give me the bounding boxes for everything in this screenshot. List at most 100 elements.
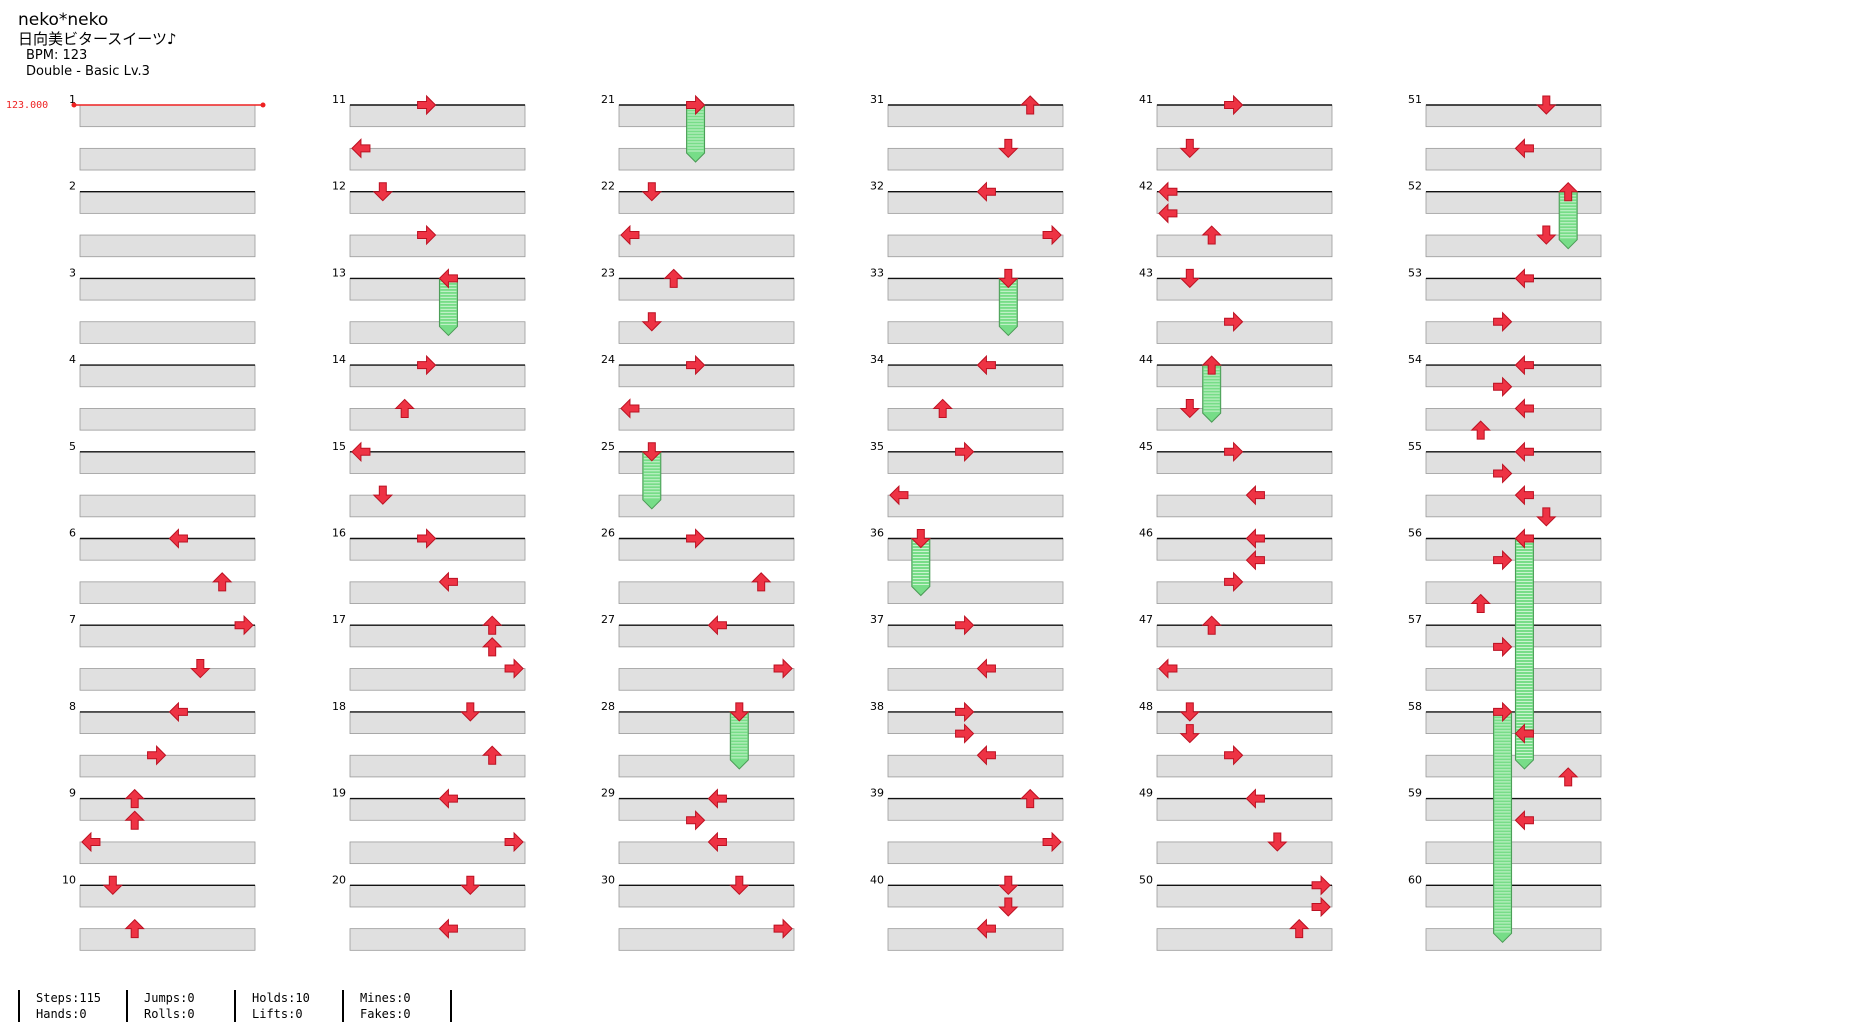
arrow-down-icon (1179, 724, 1201, 744)
arrow-left-icon (976, 181, 996, 202)
beat-band (1425, 884, 1602, 908)
beat-band (79, 928, 256, 951)
arrow-left-icon (168, 701, 188, 723)
beat-band (1425, 711, 1602, 734)
beat-band (1156, 841, 1333, 865)
arrow-right-icon (1493, 463, 1513, 484)
beat-band (618, 234, 795, 258)
beat-band (79, 581, 256, 604)
measure-number: 10 (62, 873, 76, 886)
arrow-up-icon (124, 810, 145, 830)
beat-band (1425, 364, 1602, 388)
arrow-right-icon (1224, 441, 1244, 463)
beat-band (618, 668, 795, 691)
beat-band (618, 408, 795, 431)
arrow-down-icon (998, 897, 1019, 917)
beat-band (618, 624, 795, 648)
arrow-left-icon (707, 831, 727, 853)
arrow-right-icon (955, 723, 975, 744)
measure-number: 58 (1408, 700, 1422, 713)
arrow-left-icon (1514, 810, 1534, 831)
difficulty-label: Double - Basic Lv.3 (26, 63, 150, 79)
beat-band (79, 668, 256, 691)
arrow-down-icon (998, 268, 1019, 289)
measure-number: 31 (870, 93, 884, 106)
measure-number: 54 (1408, 353, 1422, 366)
beat-band (618, 364, 795, 388)
arrow-left-icon (1245, 484, 1265, 506)
arrow-up-icon (394, 398, 415, 418)
beat-band (1156, 884, 1333, 908)
arrow-left-icon (1514, 528, 1534, 549)
beat-band (618, 928, 795, 951)
beat-band (1425, 841, 1602, 865)
stat-jumps: Jumps:0 (144, 991, 195, 1005)
arrow-left-icon (1158, 181, 1178, 202)
arrow-up-icon (1201, 615, 1222, 635)
arrow-down-icon (641, 182, 663, 202)
arrow-down-icon (102, 875, 124, 896)
beat-band (1156, 798, 1333, 821)
measure-number: 7 (69, 613, 76, 626)
arrow-down-icon (1536, 507, 1557, 527)
beat-band (79, 147, 256, 171)
beat-band (1156, 277, 1333, 301)
measure-number: 59 (1408, 787, 1422, 800)
beat-band (1425, 451, 1602, 474)
arrow-up-icon (663, 268, 684, 288)
arrow-left-icon (438, 268, 458, 289)
beat-band (1156, 321, 1333, 344)
arrow-right-icon (504, 658, 524, 679)
beat-band (349, 754, 526, 778)
measure-number: 52 (1408, 180, 1422, 193)
bpm-label: BPM: 123 (26, 48, 88, 64)
beat-band (349, 494, 526, 518)
bpm-line-end (260, 102, 266, 108)
arrow-down-icon (1536, 95, 1557, 115)
beat-band (1425, 581, 1602, 604)
beat-band (1156, 451, 1333, 474)
arrow-down-icon (372, 182, 394, 202)
bpm-change-marker: 123.000 (6, 100, 266, 111)
arrow-up-icon (1019, 788, 1041, 809)
arrow-right-icon (504, 831, 524, 853)
measure-number: 11 (332, 93, 346, 106)
beat-band (1156, 408, 1333, 431)
stat-steps: Steps:115 (36, 991, 102, 1005)
arrow-up-icon (932, 398, 953, 418)
beat-band (618, 841, 795, 865)
measure-number: 20 (332, 873, 346, 886)
arrow-up-icon (211, 572, 233, 592)
beat-band (79, 364, 256, 388)
measure-number: 38 (870, 700, 884, 713)
bpm-line-start (71, 102, 77, 108)
beat-band (618, 581, 795, 604)
beat-band (349, 408, 526, 431)
arrow-right-icon (1493, 376, 1513, 397)
arrow-down-icon (190, 659, 211, 679)
arrow-right-icon (686, 810, 706, 831)
arrow-right-icon (417, 528, 437, 549)
arrow-down-icon (1179, 268, 1201, 289)
beat-band (618, 798, 795, 821)
beat-band (79, 234, 256, 258)
beat-band (1425, 668, 1602, 691)
beat-band (618, 494, 795, 518)
measure-number: 15 (332, 440, 346, 453)
arrow-up-icon (481, 745, 503, 765)
measure-number: 56 (1408, 527, 1422, 540)
arrow-right-icon (686, 354, 706, 376)
measure-number: 24 (601, 353, 615, 366)
measure-number: 47 (1139, 613, 1153, 626)
beat-band (1425, 408, 1602, 431)
measure-number: 3 (69, 266, 76, 279)
beat-band (79, 494, 256, 518)
beat-band (1425, 277, 1602, 301)
measure-number: 8 (69, 700, 76, 713)
beat-band (887, 277, 1064, 301)
arrow-up-icon (124, 918, 145, 939)
measure-number: 13 (332, 266, 346, 279)
measure-number: 2 (69, 180, 76, 193)
arrow-down-icon (460, 875, 481, 896)
stat-fakes: Fakes:0 (360, 1007, 411, 1021)
